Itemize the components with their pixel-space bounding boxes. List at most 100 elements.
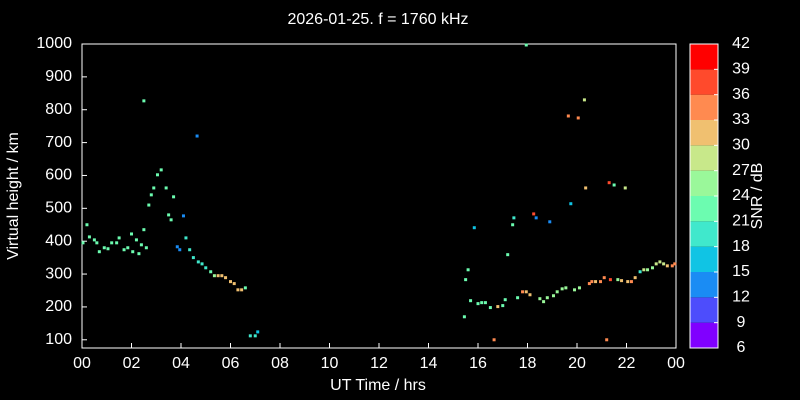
data-point (131, 250, 135, 254)
colorbar-tick-label: 27 (732, 162, 750, 179)
data-point (212, 274, 216, 278)
data-point (670, 264, 674, 268)
colorbar-tick-label: 39 (732, 61, 750, 78)
data-point (662, 262, 666, 266)
y-tick-label: 200 (45, 298, 72, 315)
data-point (538, 297, 542, 301)
data-point (137, 252, 141, 256)
data-point (476, 302, 480, 306)
data-point (564, 286, 568, 290)
data-point (620, 279, 624, 283)
x-axis-label: UT Time / hrs (330, 377, 426, 394)
data-point (602, 276, 606, 280)
colorbar-segment (690, 120, 718, 146)
data-point (216, 274, 220, 278)
data-point (195, 134, 199, 138)
data-point (594, 280, 598, 284)
colorbar-segment (690, 170, 718, 196)
colorbar-tick-label: 18 (732, 238, 750, 255)
data-point (243, 286, 247, 290)
data-point (164, 186, 168, 190)
data-point (577, 286, 581, 290)
data-point (569, 202, 573, 206)
colorbar-tick-label: 9 (737, 314, 746, 331)
data-point (134, 238, 138, 242)
data-point (175, 245, 179, 249)
data-point (512, 216, 516, 220)
data-point (130, 232, 133, 236)
data-point (232, 282, 236, 286)
data-point (220, 274, 224, 278)
data-point (167, 213, 171, 217)
data-point (139, 243, 143, 247)
data-point (95, 241, 99, 245)
data-point (587, 282, 591, 286)
data-point (516, 296, 520, 300)
x-tick-label: 06 (222, 355, 240, 372)
data-point (149, 193, 153, 197)
data-point (626, 280, 630, 284)
data-point (240, 288, 244, 292)
colorbar-segment (690, 272, 718, 298)
data-point (117, 236, 121, 240)
data-point (573, 288, 577, 292)
data-point (638, 270, 642, 274)
colorbar-tick-label: 36 (732, 86, 750, 103)
data-point (488, 306, 492, 310)
chart-title: 2026-01-25. f = 1760 kHz (287, 11, 468, 28)
data-point (126, 246, 130, 250)
data-point (492, 338, 496, 342)
data-point (87, 235, 91, 239)
colorbar-segment (690, 221, 718, 247)
x-tick-label: 16 (469, 355, 487, 372)
data-point (560, 287, 564, 291)
data-point (650, 266, 654, 270)
x-tick-label: 04 (172, 355, 190, 372)
data-point (191, 256, 195, 260)
colorbar-label: SNR / dB (749, 163, 766, 230)
data-point (472, 226, 476, 230)
x-tick-label: 10 (321, 355, 339, 372)
colorbar-tick-label: 33 (732, 111, 750, 128)
data-point (642, 268, 646, 272)
data-point (534, 216, 538, 220)
data-point (582, 98, 586, 102)
data-point (608, 278, 612, 282)
colorbar-segment (690, 246, 718, 272)
data-point (159, 168, 163, 172)
data-point (590, 280, 594, 284)
colorbar-tick-label: 15 (732, 263, 750, 280)
data-point (483, 301, 487, 305)
y-tick-label: 300 (45, 265, 72, 282)
colorbar-tick-label: 30 (732, 137, 750, 154)
x-tick-label: 02 (123, 355, 141, 372)
data-point (521, 290, 525, 294)
colorbar-tick-label: 6 (737, 339, 746, 356)
data-point (256, 330, 260, 334)
y-tick-label: 600 (45, 167, 72, 184)
x-tick-label: 14 (420, 355, 438, 372)
data-point (524, 43, 528, 47)
data-point (462, 315, 466, 319)
data-point (629, 280, 633, 284)
colorbar-segment (690, 196, 718, 222)
data-point (144, 246, 148, 250)
x-tick-label: 08 (271, 355, 289, 372)
colorbar-segment (690, 94, 718, 120)
y-tick-label: 900 (45, 68, 72, 85)
data-point (209, 270, 213, 274)
data-point (496, 305, 500, 309)
data-point (102, 246, 106, 250)
data-point (110, 241, 114, 245)
colorbar-segment (690, 145, 718, 171)
data-point (665, 264, 669, 268)
data-point (548, 220, 552, 224)
x-tick-label: 18 (519, 355, 537, 372)
y-tick-label: 1000 (36, 35, 72, 52)
y-tick-label: 500 (45, 200, 72, 217)
data-point (616, 278, 620, 282)
data-point (122, 248, 126, 252)
